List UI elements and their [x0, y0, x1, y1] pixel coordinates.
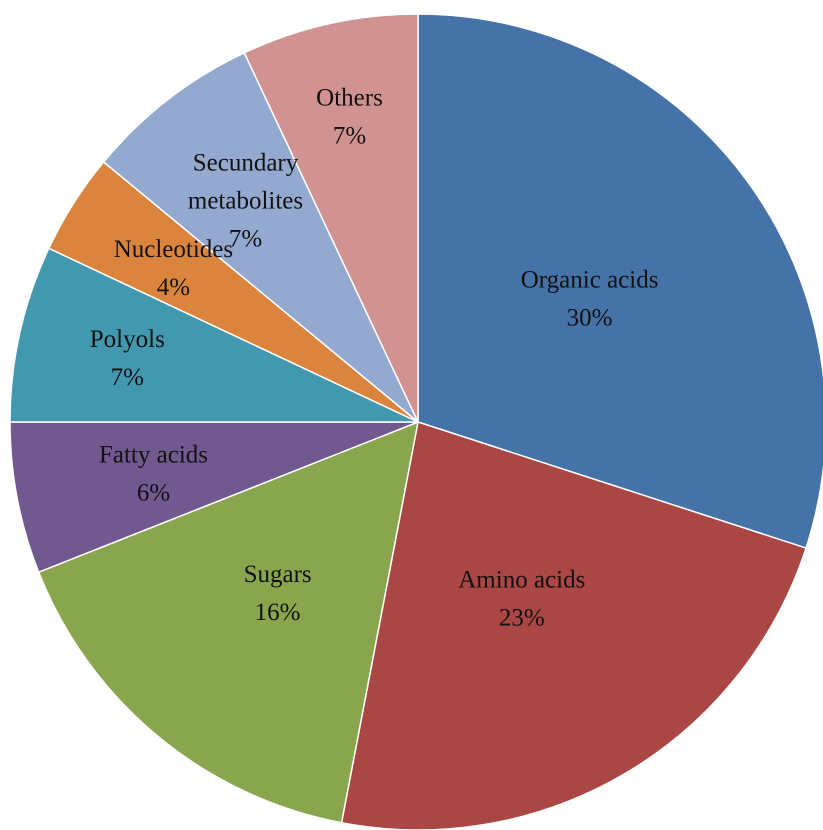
pie-slice-polyols: [9, 247, 419, 423]
pie-label-fatty-acids: Fatty acids 6%: [99, 442, 208, 507]
pie-slice-organic-acids: [417, 13, 823, 550]
pie-label-amino-acids: Amino acids 23%: [458, 567, 585, 632]
pie-labels: Organic acids 30% Amino acids 23% Sugars 16% F…: [90, 84, 659, 631]
pie-slice-others: [243, 13, 419, 423]
pie-slice-sugars: [37, 420, 419, 824]
pie-slice-secundary-metabolites: [102, 51, 419, 423]
pie-label-secundary-metabolites: Secundary metabolites 7%: [188, 150, 303, 253]
pie-slice-fatty-acids: [9, 421, 419, 574]
pie-label-sugars: Sugars 16%: [244, 561, 312, 626]
pie-label-organic-acids: Organic acids 30%: [521, 266, 659, 331]
pie-label-nucleotides: Nucleotides 4%: [114, 236, 233, 301]
pie-label-others: Others 7%: [316, 84, 383, 149]
pie-slices: [9, 13, 823, 830]
pie-label-polyols: Polyols 7%: [90, 326, 165, 391]
